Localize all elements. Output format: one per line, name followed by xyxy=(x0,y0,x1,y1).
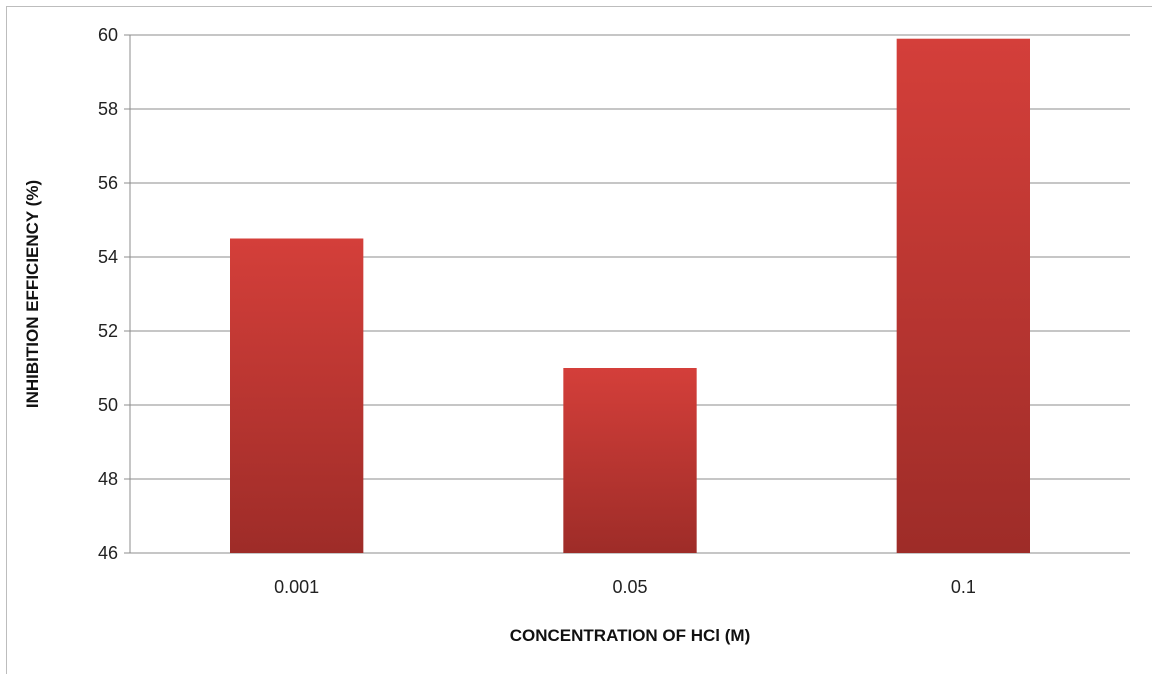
y-tick-label: 50 xyxy=(98,395,118,415)
x-axis-title: CONCENTRATION OF HCl (M) xyxy=(510,626,751,645)
y-tick-label: 52 xyxy=(98,321,118,341)
x-tick-label: 0.1 xyxy=(951,577,976,597)
bar-0.1 xyxy=(896,38,1030,553)
bar-0.001 xyxy=(230,238,364,553)
x-tick-label: 0.05 xyxy=(612,577,647,597)
y-tick-label: 60 xyxy=(98,25,118,45)
y-tick-label: 54 xyxy=(98,247,118,267)
y-tick-labels: 46 48 50 52 54 56 58 60 xyxy=(98,25,118,563)
y-axis-title: INHIBITION EFFICIENCY (%) xyxy=(23,180,42,408)
bars xyxy=(230,38,1030,553)
x-tick-label: 0.001 xyxy=(274,577,319,597)
y-tick-label: 46 xyxy=(98,543,118,563)
x-tick-labels: 0.001 0.05 0.1 xyxy=(274,577,976,597)
bar-0.05 xyxy=(563,368,697,553)
y-tick-label: 48 xyxy=(98,469,118,489)
y-tick-label: 58 xyxy=(98,99,118,119)
chart-frame xyxy=(6,6,1152,674)
y-tick-label: 56 xyxy=(98,173,118,193)
